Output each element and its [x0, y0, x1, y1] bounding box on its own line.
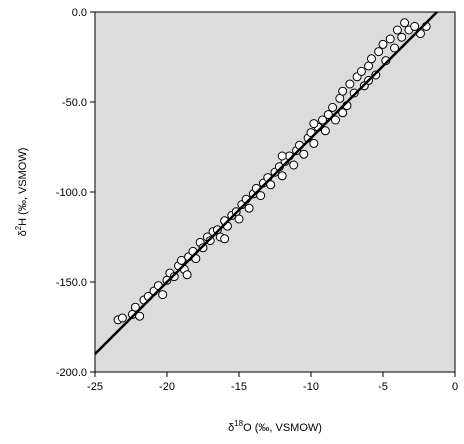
data-point — [378, 39, 388, 49]
x-tick-label: -5 — [378, 381, 388, 393]
y-axis-label-superscript: 2 — [14, 225, 23, 230]
plot-frame — [94, 11, 456, 373]
data-point — [400, 18, 410, 28]
x-axis-label-superscript: 18 — [234, 419, 243, 428]
x-tick-label: -15 — [231, 381, 247, 393]
data-point — [356, 66, 366, 76]
y-axis-label-text: H (‰, VSMOW) — [17, 148, 29, 226]
data-point — [338, 86, 348, 96]
data-point — [277, 171, 287, 181]
y-tick-label: -100.0 — [56, 187, 87, 199]
x-axis-label: δ18O (‰, VSMOW) — [228, 419, 322, 434]
data-point — [371, 70, 381, 80]
data-point — [366, 54, 376, 64]
data-point — [299, 149, 309, 159]
y-tick-label: -150.0 — [56, 277, 87, 289]
y-axis-label: δ2H (‰, VSMOW) — [14, 148, 29, 237]
data-point — [182, 270, 192, 280]
data-point — [338, 108, 348, 118]
data-point — [117, 313, 127, 323]
data-point — [198, 243, 208, 253]
data-point — [309, 119, 319, 129]
data-point — [320, 126, 330, 136]
data-point — [330, 115, 340, 125]
data-point — [169, 272, 179, 282]
x-tick-label: -10 — [303, 381, 319, 393]
data-point — [234, 214, 244, 224]
data-point — [323, 110, 333, 120]
data-point — [205, 236, 215, 246]
data-point — [256, 191, 266, 201]
data-point — [158, 290, 168, 300]
data-point — [349, 88, 359, 98]
data-point — [328, 102, 338, 112]
data-point — [392, 25, 402, 35]
x-axis-label-text: O (‰, VSMOW) — [243, 422, 322, 434]
data-point — [176, 255, 186, 265]
data-point — [266, 180, 276, 190]
data-point — [385, 34, 395, 44]
fit-line — [94, 11, 438, 355]
data-point — [318, 115, 328, 125]
data-point — [135, 311, 145, 321]
data-point — [244, 203, 254, 213]
y-tick-label: 0.0 — [72, 7, 87, 19]
y-axis-label-symbol: δ — [17, 230, 29, 236]
data-point — [220, 234, 230, 244]
data-point — [309, 138, 319, 148]
data-point — [289, 160, 299, 170]
x-tick-label: -25 — [87, 381, 103, 393]
y-tick-label: -200.0 — [56, 367, 87, 379]
data-point — [345, 79, 355, 89]
x-tick-label: 0 — [452, 381, 458, 393]
x-tick-label: -20 — [159, 381, 175, 393]
data-point — [397, 32, 407, 42]
data-point — [130, 302, 140, 312]
data-point — [374, 47, 384, 57]
plot-area — [95, 12, 455, 372]
data-point — [390, 43, 400, 53]
y-tick-label: -50.0 — [62, 97, 87, 109]
data-point — [277, 151, 287, 161]
x-axis-label-symbol: δ — [228, 422, 234, 434]
data-point — [410, 21, 420, 31]
